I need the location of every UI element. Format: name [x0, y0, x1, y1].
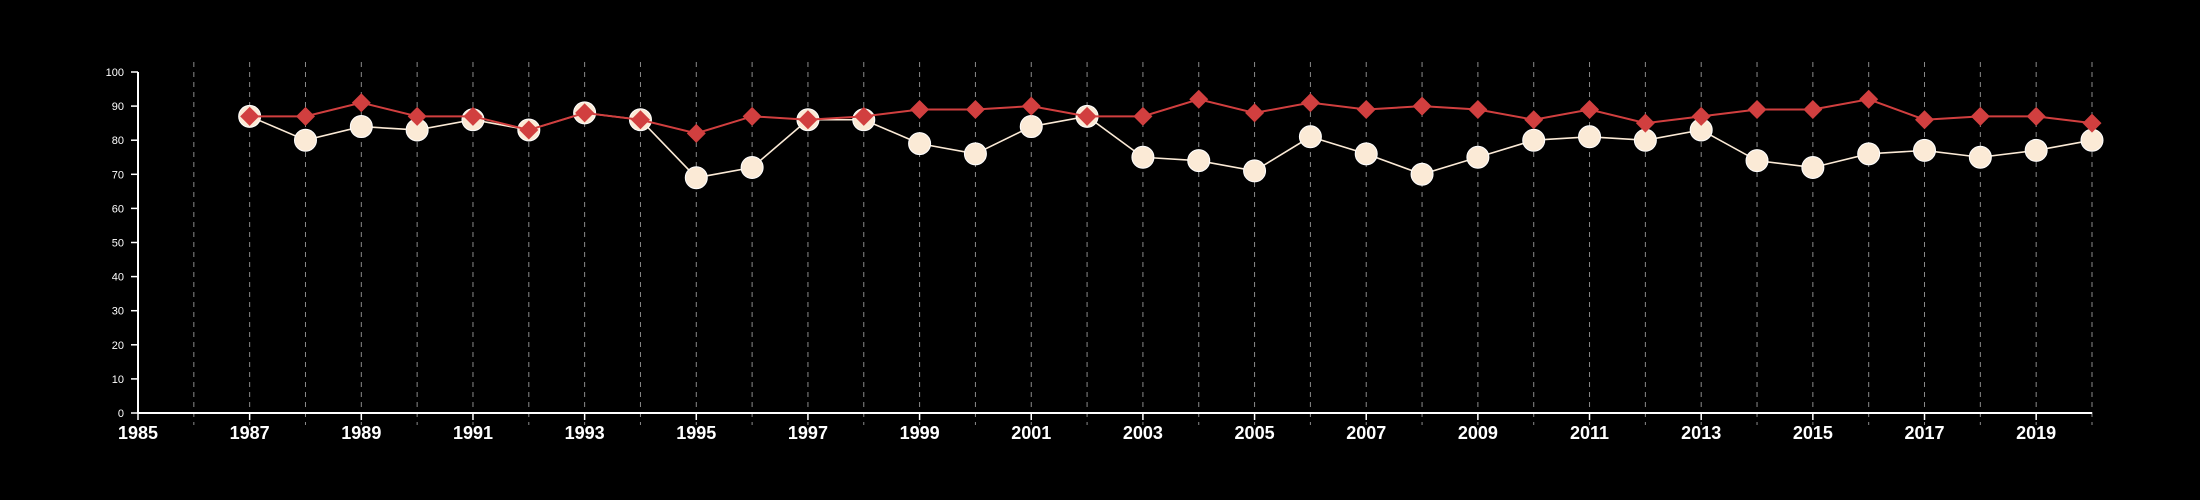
- data-point-diamond: [854, 106, 874, 126]
- series-line-diamond: [249, 98, 2093, 135]
- data-point-circle: [1745, 149, 1769, 173]
- y-tick-label: 60: [112, 203, 124, 215]
- y-tick-label: 10: [112, 374, 124, 386]
- data-point-circle: [1801, 155, 1825, 179]
- data-point-circle: [349, 115, 373, 139]
- y-tick-label: 30: [112, 306, 124, 318]
- x-tick-label: 2015: [1793, 423, 1833, 443]
- data-point-circle: [1466, 145, 1490, 169]
- data-point-circle: [1913, 138, 1937, 162]
- data-point-diamond: [965, 100, 985, 120]
- data-point-diamond: [1691, 106, 1711, 126]
- data-point-diamond: [1524, 110, 1544, 130]
- x-tick-label: 1995: [676, 423, 716, 443]
- y-tick-label: 90: [112, 101, 124, 113]
- data-point-diamond: [240, 106, 260, 126]
- data-point-circle: [1968, 145, 1992, 169]
- data-point-circle: [1578, 125, 1602, 149]
- data-point-diamond: [1635, 113, 1655, 133]
- y-tick-label: 100: [106, 67, 124, 79]
- axes: [137, 72, 2092, 414]
- x-tick-label: 2007: [1346, 423, 1386, 443]
- x-tick-label: 2001: [1011, 423, 1051, 443]
- data-point-diamond: [2026, 106, 2046, 126]
- data-point-diamond: [1747, 100, 1767, 120]
- y-tick-label: 70: [112, 169, 124, 181]
- data-point-diamond: [1580, 100, 1600, 120]
- x-tick-label: 2003: [1123, 423, 1163, 443]
- x-tick-label: 1989: [341, 423, 381, 443]
- y-tick-label: 50: [112, 238, 124, 250]
- data-point-circle: [1298, 125, 1322, 149]
- series-circle: [238, 101, 2104, 190]
- data-point-circle: [1187, 149, 1211, 173]
- data-point-diamond: [1245, 103, 1265, 123]
- data-point-diamond: [910, 100, 930, 120]
- data-point-diamond: [519, 120, 539, 140]
- data-point-diamond: [1412, 96, 1432, 116]
- x-tick-label: 1993: [565, 423, 605, 443]
- data-point-diamond: [1803, 100, 1823, 120]
- data-point-diamond: [351, 93, 371, 113]
- data-point-circle: [1243, 159, 1267, 183]
- data-point-diamond: [463, 106, 483, 126]
- data-point-diamond: [1915, 110, 1935, 130]
- data-point-circle: [908, 132, 932, 156]
- y-tick-label: 20: [112, 340, 124, 352]
- data-point-circle: [293, 128, 317, 152]
- data-point-circle: [1857, 142, 1881, 166]
- data-point-diamond: [630, 110, 650, 130]
- data-point-circle: [740, 155, 764, 179]
- data-point-diamond: [686, 123, 706, 143]
- x-tick-label: 2011: [1570, 423, 1609, 443]
- y-tick-label: 80: [112, 135, 124, 147]
- data-point-diamond: [1300, 93, 1320, 113]
- data-point-diamond: [1077, 106, 1097, 126]
- x-tick-label: 2013: [1681, 423, 1721, 443]
- x-axis-ticks: 1985 1987 1989 1991 1993 1995 1997 1999 2001 2003…: [118, 413, 2056, 443]
- data-point-diamond: [1133, 106, 1153, 126]
- data-point-diamond: [1356, 100, 1376, 120]
- data-point-circle: [684, 166, 708, 190]
- data-point-diamond: [1859, 89, 1879, 109]
- data-point-diamond: [1468, 100, 1488, 120]
- x-tick-label: 1991: [453, 423, 493, 443]
- data-point-circle: [1131, 145, 1155, 169]
- x-tick-label: 2019: [2016, 423, 2056, 443]
- y-tick-label: 0: [118, 408, 124, 420]
- data-point-circle: [1019, 115, 1043, 139]
- data-point-diamond: [295, 106, 315, 126]
- series: [238, 89, 2104, 190]
- data-point-diamond: [1021, 96, 1041, 116]
- data-point-diamond: [1189, 89, 1209, 109]
- x-tick-label: 1985: [118, 423, 158, 443]
- series-diamond: [240, 89, 2102, 143]
- x-tick-label: 1987: [230, 423, 270, 443]
- y-axis-ticks: 0 10 20 30 40 50 60 70 80 90 100: [106, 67, 138, 420]
- data-point-diamond: [2082, 113, 2102, 133]
- data-point-diamond: [1970, 106, 1990, 126]
- data-point-circle: [1410, 162, 1434, 186]
- data-point-diamond: [575, 103, 595, 123]
- data-point-circle: [2024, 138, 2048, 162]
- x-tick-label: 2017: [1904, 423, 1944, 443]
- data-point-diamond: [407, 106, 427, 126]
- data-point-circle: [1354, 142, 1378, 166]
- y-tick-label: 40: [112, 272, 124, 284]
- data-point-diamond: [798, 110, 818, 130]
- x-tick-label: 1997: [788, 423, 828, 443]
- x-tick-label: 2009: [1458, 423, 1498, 443]
- data-point-circle: [1522, 128, 1546, 152]
- data-point-circle: [963, 142, 987, 166]
- data-point-diamond: [742, 106, 762, 126]
- x-tick-label: 1999: [900, 423, 940, 443]
- x-tick-label: 2005: [1235, 423, 1275, 443]
